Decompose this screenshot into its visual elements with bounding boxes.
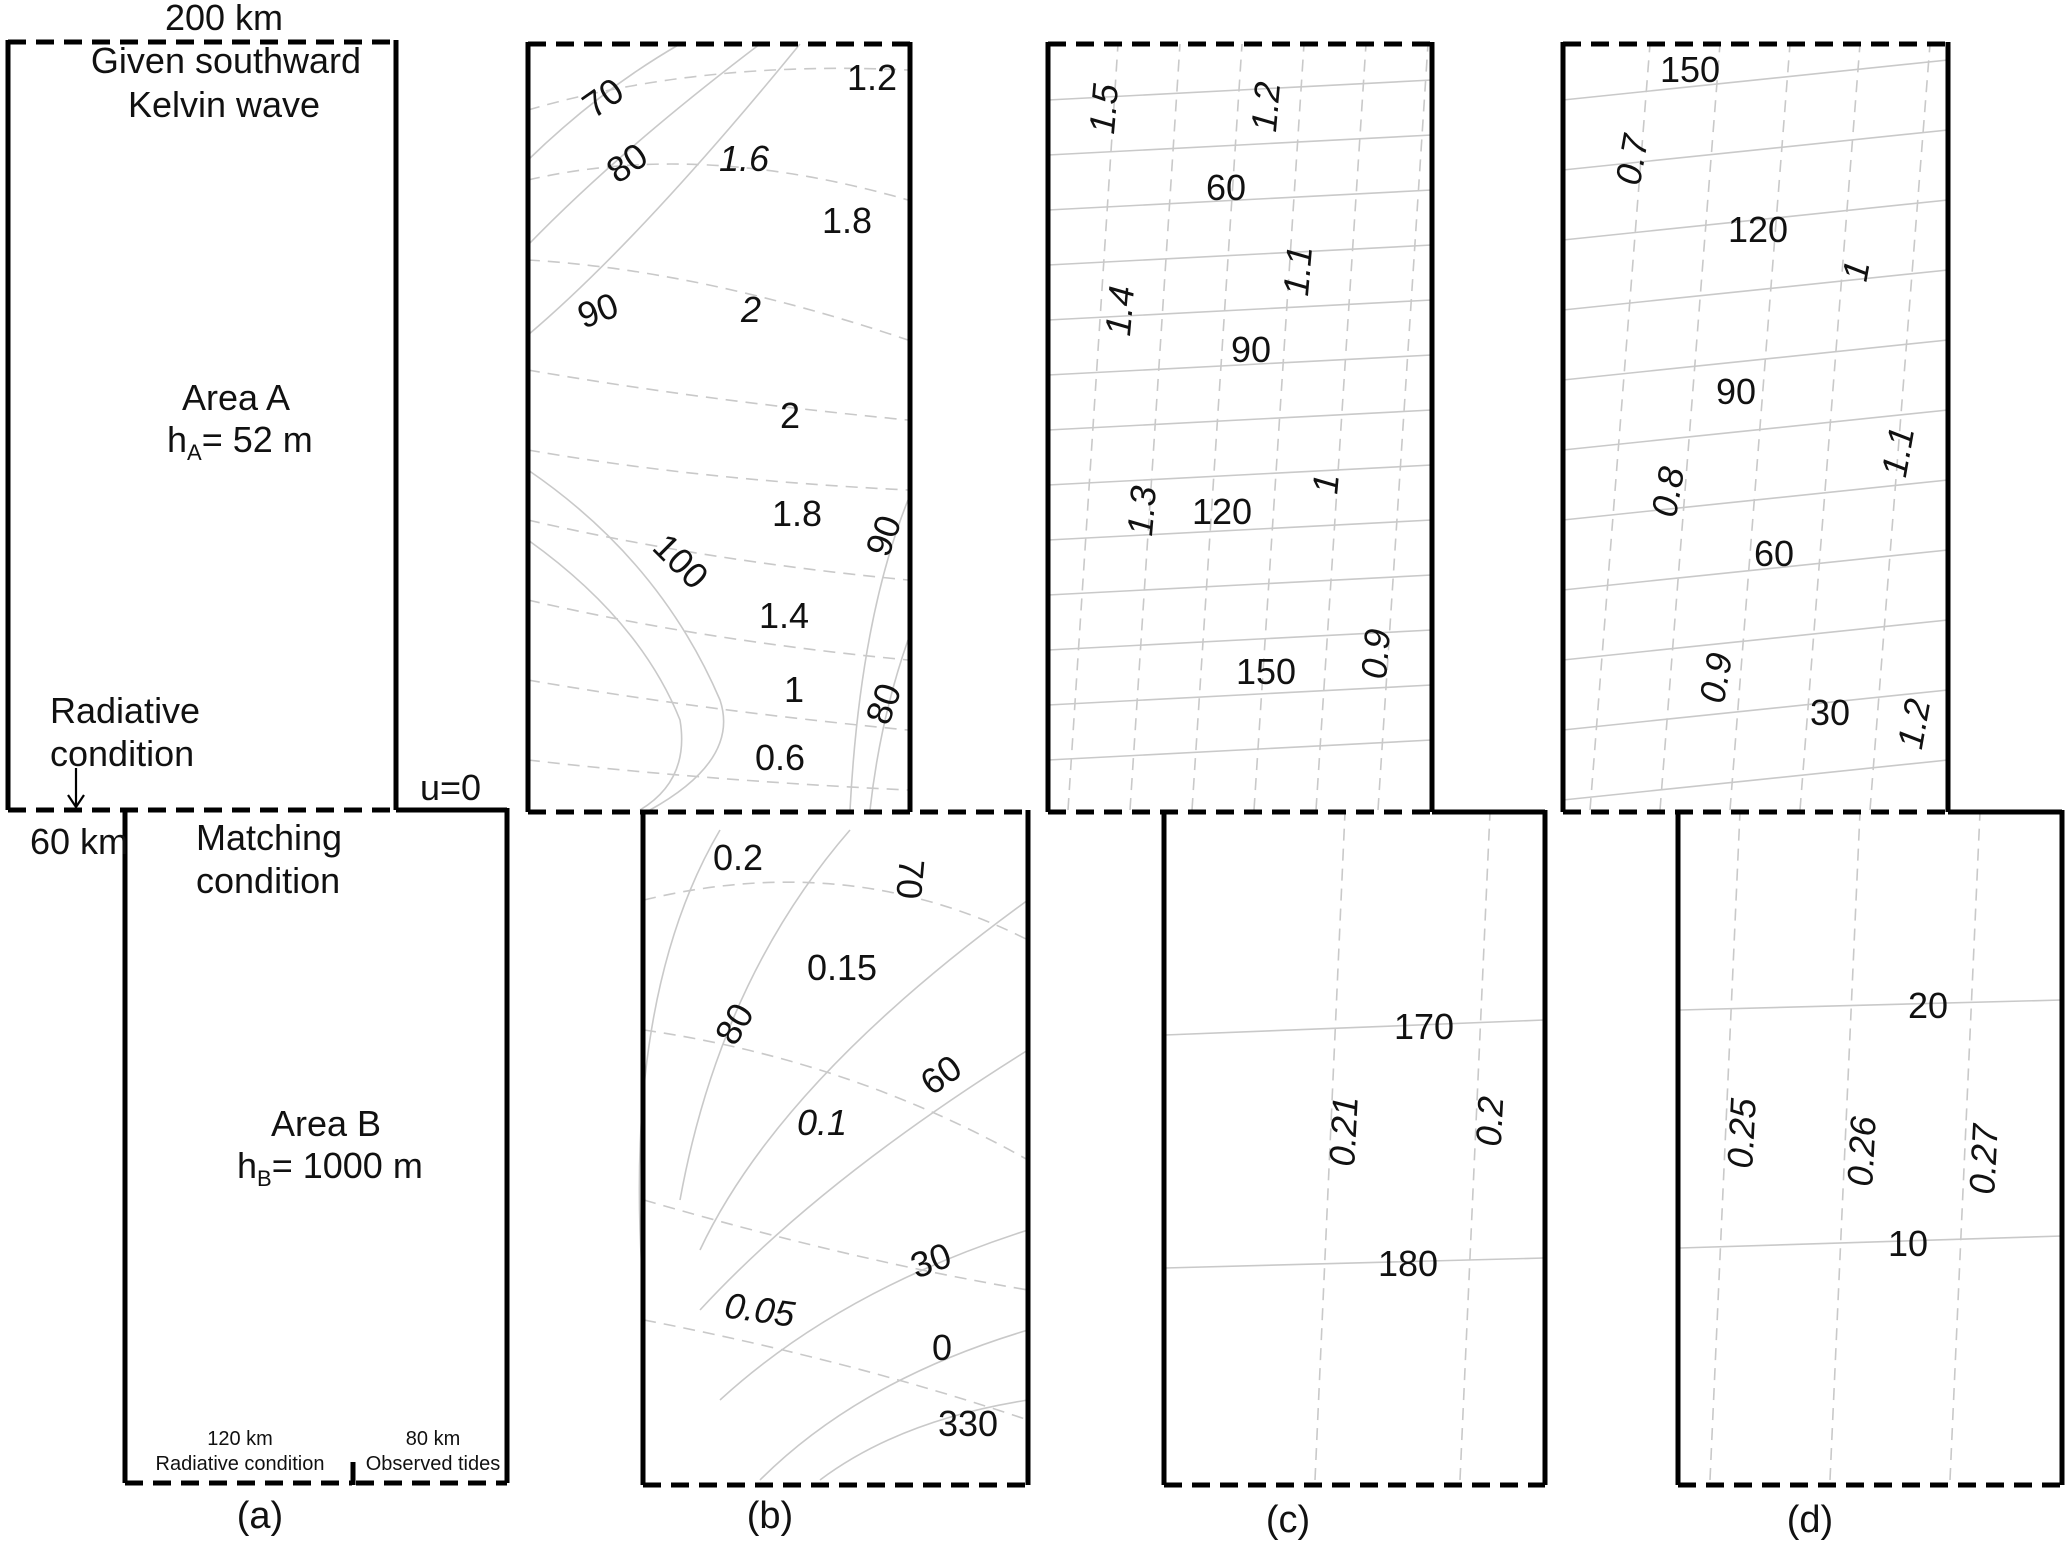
d-upper-phase-label: 150 xyxy=(1660,49,1720,90)
b-upper-phase-label: 100 xyxy=(645,525,716,596)
d-upper-amp-label: 0.9 xyxy=(1691,650,1740,706)
d-upper-amp-label: 1.2 xyxy=(1889,696,1938,752)
c-upper-amp-label: 1 xyxy=(1304,472,1347,496)
c-upper-amp-label: 1.2 xyxy=(1243,80,1288,133)
b-upper-phase-label: 70 xyxy=(575,69,631,126)
b-upper-amp-label: 1.2 xyxy=(847,57,897,98)
panel-b-contours xyxy=(527,43,1029,1481)
area-b-depth-value: = 1000 m xyxy=(272,1145,423,1186)
panel-b-label: (b) xyxy=(747,1495,793,1537)
c-upper-amp-label: 1.4 xyxy=(1097,284,1142,337)
b-lower-amp-label: 0.05 xyxy=(722,1284,798,1334)
b-upper-amp-label: 1.8 xyxy=(772,493,822,534)
panel-b: 70 80 90 100 90 80 1.2 1.6 1.8 2 2 1.8 1… xyxy=(525,41,1031,1537)
d-upper-phase-label: 90 xyxy=(1716,371,1756,412)
b-upper-amp-label: 1 xyxy=(784,669,804,710)
c-upper-amp-label: 0.9 xyxy=(1353,627,1398,680)
c-upper-amp-label: 1.1 xyxy=(1275,244,1320,297)
u-zero-label: u=0 xyxy=(420,767,481,808)
radiative-label-line2: condition xyxy=(50,733,194,774)
c-upper-amp-label: 1.5 xyxy=(1081,81,1126,135)
panel-d-contours xyxy=(1562,43,2063,1481)
matching-label-line1: Matching xyxy=(196,817,342,858)
d-lower-amp-label: 0.26 xyxy=(1839,1114,1884,1187)
area-a-depth-symbol: h xyxy=(167,419,187,460)
b-lower-phase-label: 70 xyxy=(888,857,932,900)
matching-label-line2: condition xyxy=(196,860,340,901)
c-lower-amp-label: 0.21 xyxy=(1321,1095,1366,1167)
panel-a-label: (a) xyxy=(237,1495,283,1537)
area-b-depth-subscript: B xyxy=(257,1166,272,1191)
b-upper-phase-label: 90 xyxy=(572,284,624,336)
d-lower-phase-label: 20 xyxy=(1908,985,1948,1026)
area-a-depth: hA= 52 m xyxy=(167,419,313,465)
kelvin-label-line2: Kelvin wave xyxy=(128,84,320,125)
c-upper-phase-label: 90 xyxy=(1231,329,1271,370)
d-upper-phase-label: 120 xyxy=(1728,209,1788,250)
bottom-right-width: 80 km xyxy=(406,1428,460,1450)
b-upper-amp-label: 1.6 xyxy=(719,138,770,179)
radiative-label-line1: Radiative xyxy=(50,690,200,731)
panel-d: 150 120 90 60 30 0.7 1 1.1 0.8 0.9 1.2 2… xyxy=(1560,41,2065,1541)
panel-c: 60 90 120 150 1.5 1.2 1.1 1.4 1.3 1 0.9 … xyxy=(1045,41,1548,1541)
d-lower-phase-label: 10 xyxy=(1888,1223,1928,1264)
d-upper-amp-label: 1 xyxy=(1834,257,1878,284)
b-lower-amp-label: 0.15 xyxy=(807,947,877,988)
b-upper-amp-label: 2 xyxy=(740,289,761,330)
c-lower-amp-label: 0.2 xyxy=(1468,1095,1512,1147)
b-upper-amp-label: 1.4 xyxy=(759,595,809,636)
c-upper-phase-label: 60 xyxy=(1206,167,1246,208)
b-upper-amp-label: 1.8 xyxy=(822,200,872,241)
b-upper-amp-label: 0.6 xyxy=(755,737,805,778)
d-upper-phase-label: 30 xyxy=(1810,692,1850,733)
panel-c-label: (c) xyxy=(1266,1499,1310,1541)
panel-d-label: (d) xyxy=(1787,1499,1833,1541)
bottom-right-condition: Observed tides xyxy=(366,1453,501,1475)
b-lower-phase-label: 0 xyxy=(932,1327,952,1368)
area-a-name: Area A xyxy=(182,377,290,418)
area-a-depth-subscript: A xyxy=(187,440,202,465)
d-upper-amp-label: 1.1 xyxy=(1873,424,1922,480)
panel-a: 200 km Given southward Kelvin wave Area … xyxy=(5,0,510,1537)
bottom-left-condition: Radiative condition xyxy=(156,1453,325,1475)
c-upper-phase-label: 150 xyxy=(1236,651,1296,692)
b-upper-phase-label: 80 xyxy=(599,134,655,191)
b-lower-amp-label: 0.1 xyxy=(797,1102,847,1143)
radiative-arrow-head xyxy=(67,794,85,809)
d-lower-amp-label: 0.27 xyxy=(1961,1121,2006,1195)
area-a-depth-value: = 52 m xyxy=(202,419,313,460)
area-b-depth: hB= 1000 m xyxy=(237,1145,423,1191)
c-lower-phase-label: 170 xyxy=(1394,1006,1454,1047)
kelvin-label-line1: Given southward xyxy=(91,40,361,81)
b-upper-amp-label: 2 xyxy=(780,395,800,436)
step-width-label: 60 km xyxy=(30,821,128,862)
d-lower-amp-label: 0.25 xyxy=(1719,1096,1764,1169)
d-upper-phase-label: 60 xyxy=(1754,533,1794,574)
c-upper-amp-label: 1.3 xyxy=(1119,484,1164,537)
b-lower-phase-label: 330 xyxy=(938,1403,998,1444)
width-top-label: 200 km xyxy=(165,0,283,38)
b-lower-phase-label: 30 xyxy=(905,1234,957,1286)
c-upper-phase-label: 120 xyxy=(1192,491,1252,532)
d-upper-amp-label: 0.7 xyxy=(1607,130,1656,188)
b-lower-amp-label: 0.2 xyxy=(713,837,763,878)
b-upper-phase-label: 80 xyxy=(857,678,909,730)
d-upper-amp-label: 0.8 xyxy=(1643,464,1692,520)
panel-c-contours xyxy=(1047,43,1545,1481)
c-lower-phase-label: 180 xyxy=(1378,1243,1438,1284)
area-b-depth-symbol: h xyxy=(237,1145,257,1186)
area-b-name: Area B xyxy=(271,1103,381,1144)
bottom-left-width: 120 km xyxy=(207,1428,273,1450)
